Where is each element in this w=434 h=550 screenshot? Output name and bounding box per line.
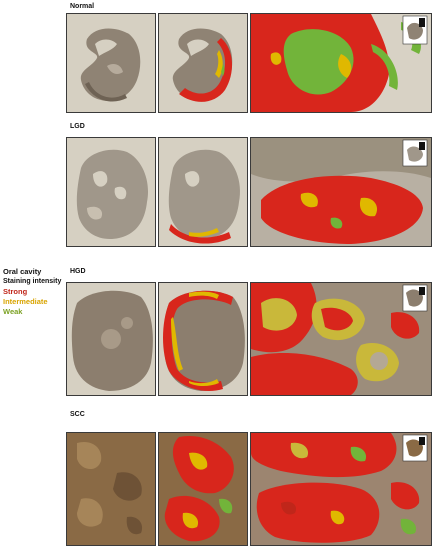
legend-title: Oral cavity xyxy=(3,267,42,276)
scc-heatmap-panel xyxy=(158,432,248,546)
scc-original-panel xyxy=(66,432,156,546)
lgd-zoom-panel xyxy=(250,137,432,247)
legend-intermediate: Intermediate xyxy=(3,297,48,306)
normal-original-panel xyxy=(66,13,156,113)
legend-weak: Weak xyxy=(3,307,23,316)
staining-legend: Oral cavity Staining intensity Strong In… xyxy=(3,267,69,317)
row-title-lgd: LGD xyxy=(70,123,85,130)
legend-strong: Strong xyxy=(3,287,28,296)
hgd-zoom-panel xyxy=(250,282,432,396)
row-title-normal: Normal xyxy=(70,3,95,10)
row-title-hgd: HGD xyxy=(70,268,86,275)
row-title-scc: SCC xyxy=(70,411,85,418)
hgd-heatmap-panel xyxy=(158,282,248,396)
normal-heatmap-panel xyxy=(158,13,248,113)
lgd-original-panel xyxy=(66,137,156,247)
legend-heading: Staining intensity xyxy=(3,278,62,285)
lgd-heatmap-panel xyxy=(158,137,248,247)
scc-zoom-panel xyxy=(250,432,432,546)
hgd-original-panel xyxy=(66,282,156,396)
normal-zoom-panel xyxy=(250,13,432,113)
